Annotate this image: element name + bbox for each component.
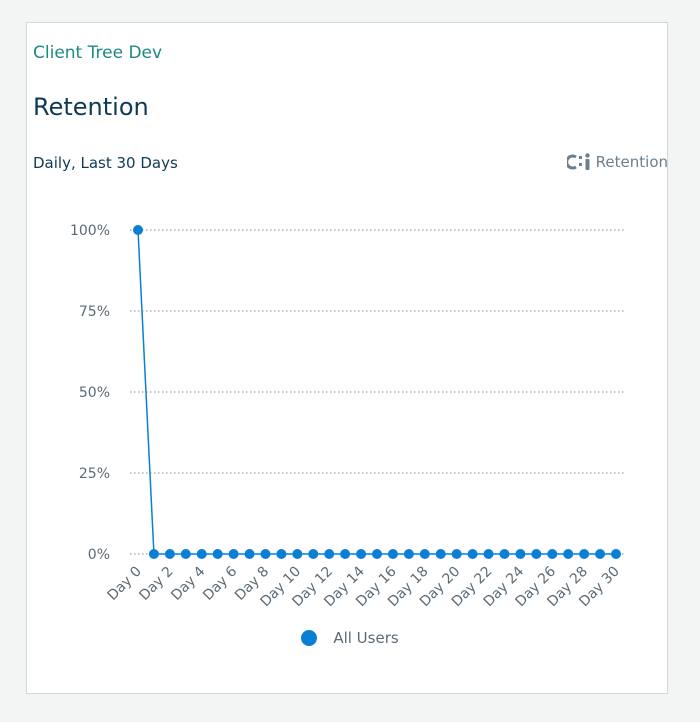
retention-badge-label: Retention: [595, 153, 668, 171]
y-tick-label: 100%: [70, 223, 110, 239]
x-tick-label: Day 2: [136, 564, 176, 604]
series-line-all-users: [137, 229, 616, 555]
data-point: [372, 549, 382, 559]
legend-swatch-all-users: [301, 630, 318, 646]
data-point: [611, 549, 621, 559]
data-point: [324, 549, 335, 559]
x-tick-label: Day 6: [200, 563, 240, 603]
data-point: [228, 549, 239, 559]
y-tick-label: 25%: [79, 466, 110, 482]
data-point: [499, 549, 510, 559]
legend-label-all-users[interactable]: All Users: [333, 629, 399, 647]
data-point: [403, 549, 414, 559]
x-tick-label: Day 4: [168, 563, 208, 603]
data-point: [515, 549, 526, 559]
retention-badge[interactable]: Retention: [566, 153, 668, 171]
data-point: [435, 549, 446, 559]
data-point: [308, 549, 319, 559]
data-point: [260, 549, 271, 559]
data-point: [595, 549, 606, 559]
data-point: [483, 549, 494, 559]
data-point: [340, 549, 351, 559]
data-point: [563, 549, 574, 559]
data-point: [196, 549, 207, 559]
x-tick-label: Day 0: [105, 564, 145, 604]
y-tick-label: 0%: [88, 547, 110, 563]
y-tick-label: 50%: [79, 385, 110, 401]
retention-card: [26, 22, 668, 694]
data-point: [148, 549, 159, 559]
data-point: [467, 549, 478, 559]
data-point: [579, 549, 590, 559]
retention-icon: [566, 153, 591, 171]
chart-legend: All Users: [0, 629, 700, 647]
chart-subtitle: Daily, Last 30 Days: [33, 154, 178, 172]
data-point: [387, 549, 398, 559]
project-name[interactable]: Client Tree Dev: [33, 43, 163, 63]
data-point: [164, 549, 175, 559]
data-point: [451, 549, 462, 559]
y-tick-label: 75%: [79, 304, 110, 320]
data-point: [292, 549, 303, 559]
data-point: [419, 549, 430, 559]
data-point: [244, 549, 255, 559]
data-point: [276, 549, 287, 559]
data-point: [212, 549, 223, 559]
data-point: [180, 549, 191, 559]
data-point: [531, 549, 542, 559]
chart-title: Retention: [33, 93, 149, 121]
data-point: [356, 549, 367, 559]
data-point: [547, 549, 558, 559]
data-point: [133, 225, 143, 235]
